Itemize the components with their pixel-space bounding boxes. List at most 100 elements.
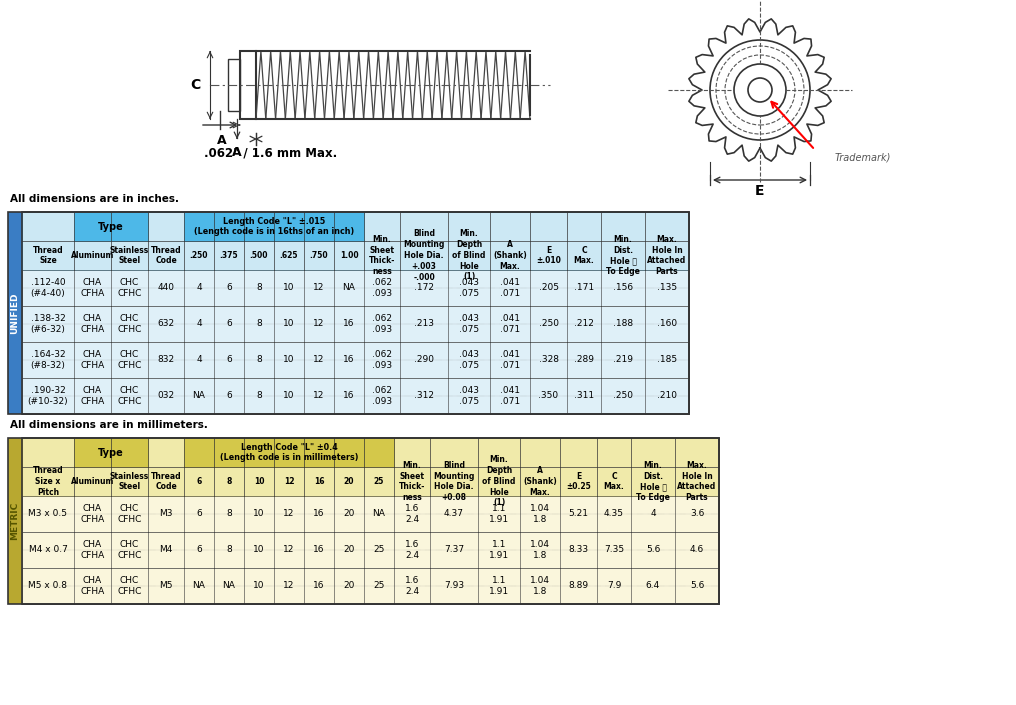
Text: 16: 16 [343,391,355,400]
Text: 8: 8 [256,391,262,400]
Text: 12: 12 [313,319,325,329]
Text: CHC
CFHC: CHC CFHC [117,576,141,596]
Text: Thread
Code: Thread Code [150,245,181,265]
Text: 1.04
1.8: 1.04 1.8 [530,576,550,596]
Text: Aluminum: Aluminum [71,477,114,486]
Text: CHC
CFHC: CHC CFHC [117,504,141,524]
Text: 1.1
1.91: 1.1 1.91 [489,540,509,560]
Text: 4.35: 4.35 [604,510,624,518]
Text: Min.
Depth
of Blind
Hole
(1): Min. Depth of Blind Hole (1) [452,230,486,281]
Text: 16: 16 [313,510,325,518]
Text: CHC
CFHC: CHC CFHC [117,314,141,334]
Text: 8: 8 [227,546,232,555]
Text: Max.
Hole In
Attached
Parts: Max. Hole In Attached Parts [647,235,687,276]
Text: 1.1
1.91: 1.1 1.91 [489,504,509,524]
Text: 20: 20 [343,510,355,518]
Text: .041
.071: .041 .071 [500,278,520,298]
Text: 7.37: 7.37 [444,546,464,555]
Text: 1.6
2.4: 1.6 2.4 [404,504,420,524]
Text: 10: 10 [283,319,295,329]
Text: 10: 10 [283,283,295,293]
Bar [74,438,148,467]
Text: 8.89: 8.89 [568,582,588,591]
Text: 25: 25 [374,477,384,486]
Text: 632: 632 [157,319,175,329]
Text: .062" / 1.6 mm Max.: .062" / 1.6 mm Max. [204,147,337,159]
Text: 16: 16 [343,319,355,329]
Text: All dimensions are in millimeters.: All dimensions are in millimeters. [10,420,208,430]
Text: Blind
Mounting
Hole Dia.
+.003
-.000: Blind Mounting Hole Dia. +.003 -.000 [403,230,445,281]
Text: .041
.071: .041 .071 [500,314,520,334]
Text: 6: 6 [227,391,232,400]
Bar [22,496,719,532]
Text: 7.9: 7.9 [607,582,621,591]
Text: M3: M3 [160,510,173,518]
Text: 4: 4 [650,510,655,518]
Text: Min.
Sheet
Thick-
ness: Min. Sheet Thick- ness [369,235,395,276]
Text: 6.4: 6.4 [646,582,660,591]
Text: 7.35: 7.35 [604,546,624,555]
Text: CHC
CFHC: CHC CFHC [117,350,141,370]
Text: .062
.093: .062 .093 [372,350,392,370]
Text: 25: 25 [373,546,385,555]
Text: 4: 4 [196,283,202,293]
Bar [8,438,719,604]
Bar [22,212,689,414]
Text: .350: .350 [538,391,559,400]
Text: 440: 440 [157,283,175,293]
Bar [22,270,689,306]
Text: 4.6: 4.6 [690,546,704,555]
Text: Type: Type [99,448,124,458]
Text: .164-32
(#8-32): .164-32 (#8-32) [30,350,65,370]
Text: 20: 20 [343,546,355,555]
Text: Blind
Mounting
Hole Dia.
+0.08: Blind Mounting Hole Dia. +0.08 [433,461,474,502]
Text: .375: .375 [219,251,239,260]
Text: .290: .290 [414,355,434,364]
Text: Stainless
Steel: Stainless Steel [110,472,149,491]
Text: .043
.075: .043 .075 [459,278,480,298]
Text: 6: 6 [196,477,201,486]
Text: Stainless
Steel: Stainless Steel [110,245,149,265]
Text: E: E [755,184,765,198]
Text: 16: 16 [314,477,324,486]
Text: CHA
CFHA: CHA CFHA [80,540,105,560]
Text: .043
.075: .043 .075 [459,386,480,406]
Text: Type: Type [99,221,124,231]
Text: Min.
Dist.
Hole Ⓢ
To Edge: Min. Dist. Hole Ⓢ To Edge [607,235,640,276]
Text: CHA
CFHA: CHA CFHA [80,350,105,370]
Text: Length Code "L" ±.015
(Length code is in 16ths of an inch): Length Code "L" ±.015 (Length code is in… [194,216,355,236]
Text: Trademark): Trademark) [835,153,891,163]
Text: .138-32
(#6-32): .138-32 (#6-32) [30,314,65,334]
Text: 1.6
2.4: 1.6 2.4 [404,540,420,560]
Bar [22,438,719,496]
Text: .172: .172 [414,283,434,293]
Text: .219: .219 [613,355,633,364]
Text: 1.04
1.8: 1.04 1.8 [530,504,550,524]
Text: .625: .625 [279,251,299,260]
Text: C: C [190,78,200,92]
Text: 12: 12 [313,391,325,400]
Text: NA: NA [193,391,205,400]
Text: 6: 6 [227,355,232,364]
Text: NA: NA [193,582,205,591]
Text: 8: 8 [227,477,232,486]
Text: E
±.010: E ±.010 [536,245,561,265]
Text: 10: 10 [283,391,295,400]
Text: 10: 10 [283,355,295,364]
Bar [184,212,364,241]
Text: M4: M4 [160,546,173,555]
Text: 032: 032 [157,391,175,400]
Text: 12: 12 [313,283,325,293]
Text: METRIC: METRIC [10,502,19,540]
Text: 6: 6 [227,283,232,293]
Text: 4: 4 [196,355,202,364]
Text: Aluminum: Aluminum [71,251,114,260]
Bar [8,212,22,414]
Text: Length Code "L" ±0.4
(Length code is in millimeters): Length Code "L" ±0.4 (Length code is in … [219,443,359,462]
Text: C
Max.: C Max. [604,472,625,491]
Text: 25: 25 [373,582,385,591]
Text: .250: .250 [190,251,208,260]
Text: 10: 10 [254,477,264,486]
Text: 20: 20 [343,477,355,486]
Text: 6: 6 [196,546,202,555]
